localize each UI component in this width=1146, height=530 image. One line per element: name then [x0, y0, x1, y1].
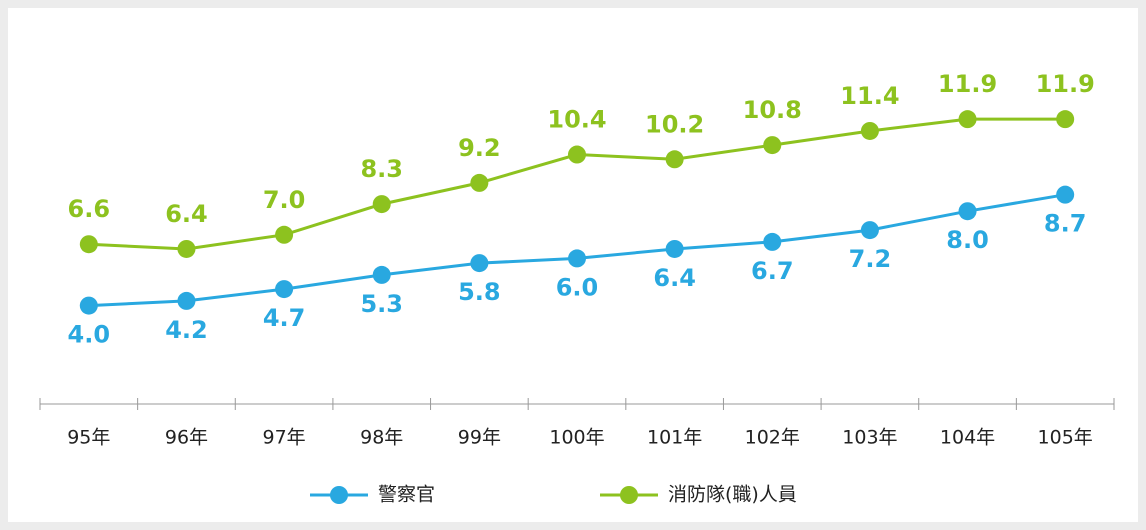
data-point — [470, 173, 489, 192]
data-label: 5.8 — [458, 278, 501, 306]
x-tick-label: 99年 — [458, 427, 501, 449]
data-point — [372, 195, 391, 214]
legend-label: 消防隊(職)人員 — [668, 484, 797, 506]
x-tick-label: 103年 — [842, 427, 897, 449]
data-label: 8.3 — [360, 155, 403, 183]
data-point — [958, 110, 977, 129]
data-point — [1056, 110, 1075, 129]
data-label: 4.2 — [165, 316, 208, 344]
data-label: 7.2 — [849, 245, 892, 273]
data-point — [79, 296, 98, 315]
data-label: 6.0 — [556, 273, 599, 301]
data-point — [958, 202, 977, 221]
data-label: 5.3 — [360, 290, 403, 318]
data-point — [568, 145, 586, 164]
data-label: 6.4 — [653, 264, 696, 292]
x-tick-label: 105年 — [1038, 427, 1093, 449]
data-label: 8.0 — [946, 226, 989, 254]
data-point — [665, 239, 684, 258]
data-label: 8.7 — [1044, 210, 1087, 238]
data-point — [177, 291, 196, 310]
data-point — [568, 249, 586, 268]
data-point — [275, 280, 294, 299]
data-point — [860, 121, 879, 140]
data-label: 11.9 — [938, 70, 997, 98]
data-label: 6.6 — [68, 195, 111, 223]
data-point — [470, 254, 489, 273]
data-point — [275, 225, 294, 244]
x-tick-label: 96年 — [165, 427, 208, 449]
data-label: 6.4 — [165, 200, 208, 228]
x-tick-label: 104年 — [940, 427, 995, 449]
data-label: 10.2 — [645, 110, 704, 138]
data-label: 6.7 — [751, 257, 794, 285]
data-point — [665, 150, 684, 169]
legend-label: 警察官 — [378, 484, 435, 506]
x-tick-label: 100年 — [549, 427, 604, 449]
data-point — [763, 136, 782, 155]
data-label: 7.0 — [263, 186, 306, 214]
data-label: 11.4 — [840, 82, 899, 110]
data-label: 10.8 — [743, 96, 802, 124]
x-tick-label: 101年 — [647, 427, 702, 449]
x-tick-label: 98年 — [360, 427, 403, 449]
data-label: 4.0 — [68, 321, 111, 349]
data-point — [372, 265, 391, 284]
data-point — [860, 221, 879, 240]
x-tick-label: 97年 — [262, 427, 305, 449]
data-point — [177, 239, 196, 258]
legend-marker — [620, 486, 638, 504]
data-label: 11.9 — [1036, 70, 1095, 98]
data-point — [1056, 185, 1075, 204]
data-label: 4.7 — [263, 304, 306, 332]
data-point — [79, 235, 98, 254]
legend-marker — [330, 486, 348, 504]
data-point — [763, 232, 782, 251]
data-label: 9.2 — [458, 134, 501, 162]
data-label: 10.4 — [547, 106, 606, 134]
x-tick-label: 95年 — [67, 427, 110, 449]
x-tick-label: 102年 — [745, 427, 800, 449]
